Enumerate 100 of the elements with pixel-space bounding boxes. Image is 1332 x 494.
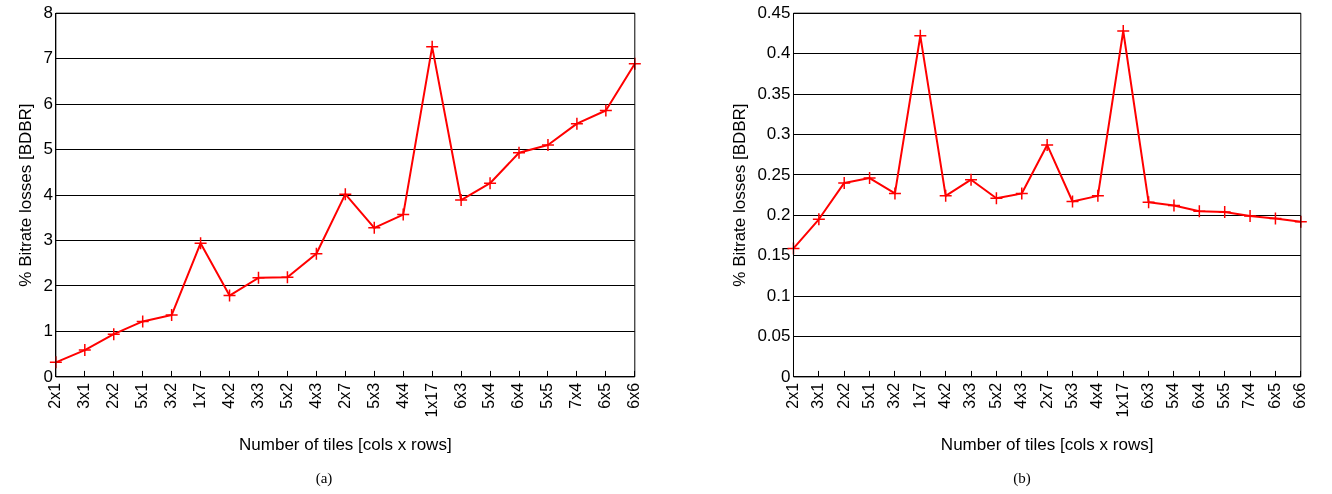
- point: [454, 193, 468, 207]
- point: [1015, 186, 1029, 201]
- y-tick-label: 6: [43, 93, 53, 113]
- y-axis-title: % Bitrate losses [BDBR]: [15, 103, 35, 287]
- y-tick-label: 0.45: [757, 2, 791, 22]
- x-tick-label: 5x2: [986, 382, 1004, 409]
- text: (b): [1013, 469, 1031, 487]
- x-tick-label: 3x3: [248, 382, 266, 409]
- point: [338, 187, 353, 201]
- point: [135, 314, 150, 329]
- y-tick-label: 2: [43, 275, 53, 295]
- x-tick-label: 5x5: [538, 382, 556, 409]
- point: [938, 189, 953, 203]
- x-tick-label: 4x3: [1012, 382, 1030, 409]
- point: [862, 171, 877, 185]
- point: [193, 236, 208, 250]
- point: [1167, 198, 1181, 213]
- x-tick-label: 4x2: [936, 382, 954, 409]
- y-tick-label: 0.1: [766, 285, 791, 305]
- y-tick-label: 0.05: [757, 326, 791, 346]
- y-tick-label: 0.15: [757, 245, 791, 265]
- y-tick-label: 3: [43, 230, 53, 250]
- point: [309, 246, 324, 261]
- x-tick-label: 1x7: [910, 382, 928, 409]
- x-tick-label: 6x3: [1139, 382, 1157, 409]
- point: [1217, 205, 1232, 219]
- point: [1065, 194, 1080, 209]
- point: [1243, 209, 1257, 223]
- point: [1294, 214, 1308, 229]
- y-tick-label: 0.35: [757, 83, 791, 103]
- x-tick-label: 5x3: [364, 382, 382, 409]
- x-tick-label: 5x4: [480, 382, 498, 409]
- x-tick-label: 7x4: [567, 382, 585, 409]
- y-tick-label: 0.3: [766, 124, 791, 144]
- x-tick-label: 5x2: [277, 382, 295, 409]
- x-axis-title: Number of tiles [cols x rows]: [239, 435, 452, 455]
- point: [396, 207, 410, 222]
- x-tick-label: 3x1: [809, 382, 827, 409]
- point: [78, 343, 92, 357]
- x-tick-label: 4x4: [393, 382, 411, 409]
- x-tick-label: 5x3: [1062, 382, 1080, 409]
- x-tick-label: 1x7: [191, 382, 208, 409]
- y-tick-label: 7: [43, 48, 53, 68]
- x-tick-label: 4x4: [1088, 382, 1106, 409]
- x-tick-label: 6x3: [451, 382, 469, 409]
- point: [512, 146, 526, 160]
- y-tick-label: 8: [43, 2, 53, 22]
- point: [164, 308, 179, 322]
- point: [483, 176, 497, 190]
- x-tick-label: 5x1: [859, 382, 877, 409]
- x-tick-label: 7x4: [1240, 382, 1258, 409]
- point: [367, 221, 382, 235]
- x-tick-label: 6x5: [1265, 382, 1283, 409]
- point: [280, 270, 295, 285]
- x-tick-label: 6x4: [509, 382, 527, 409]
- x-tick-label: 1x17: [422, 382, 440, 418]
- point: [1141, 195, 1156, 210]
- point: [1192, 204, 1207, 218]
- x-tick-label: 3x1: [75, 382, 93, 409]
- point: [837, 176, 851, 190]
- point: [222, 288, 237, 303]
- point: [251, 271, 266, 285]
- x-tick-label: 5x1: [133, 382, 151, 409]
- y-tick-label: 0.4: [766, 43, 791, 63]
- x-tick-label: 6x5: [596, 382, 614, 409]
- y-tick-label: 0.2: [766, 204, 791, 224]
- point: [599, 103, 613, 118]
- point: [1091, 189, 1105, 203]
- x-tick-label: 2x7: [335, 382, 353, 409]
- x-axis-title: Number of tiles [cols x rows]: [940, 435, 1154, 455]
- x-tick-label: 6x6: [1291, 382, 1309, 409]
- x-tick-label: 4x2: [219, 382, 237, 409]
- x-tick-label: 5x4: [1164, 382, 1182, 409]
- point: [964, 172, 978, 187]
- x-tick-label: 2x2: [104, 382, 122, 409]
- point: [107, 327, 121, 341]
- x-tick-label: 2x7: [1037, 382, 1055, 409]
- y-tick-label: 5: [43, 139, 53, 159]
- x-tick-label: 6x4: [1189, 382, 1207, 409]
- point: [541, 138, 555, 152]
- y-tick-label: 1: [43, 321, 53, 341]
- point: [989, 191, 1004, 206]
- point: [628, 56, 642, 71]
- x-tick-label: 5x5: [1215, 382, 1233, 409]
- x-tick-label: 6x6: [625, 382, 643, 409]
- x-tick-label: 3x2: [162, 382, 180, 409]
- x-tick-label: 3x2: [885, 382, 903, 409]
- y-axis-title: % Bitrate losses [BDBR]: [729, 103, 749, 287]
- point: [570, 116, 584, 131]
- x-tick-label: 2x2: [834, 382, 852, 409]
- x-tick-label: 3x3: [961, 382, 979, 409]
- x-tick-label: 1x17: [1113, 382, 1131, 418]
- point: [425, 40, 439, 54]
- point: [812, 212, 826, 227]
- x-tick-label: 4x3: [306, 382, 324, 409]
- point: [888, 186, 902, 201]
- point: [1268, 211, 1283, 226]
- y-tick-label: 4: [43, 184, 53, 204]
- y-tick-label: 0.25: [757, 164, 791, 184]
- point: [1040, 138, 1054, 152]
